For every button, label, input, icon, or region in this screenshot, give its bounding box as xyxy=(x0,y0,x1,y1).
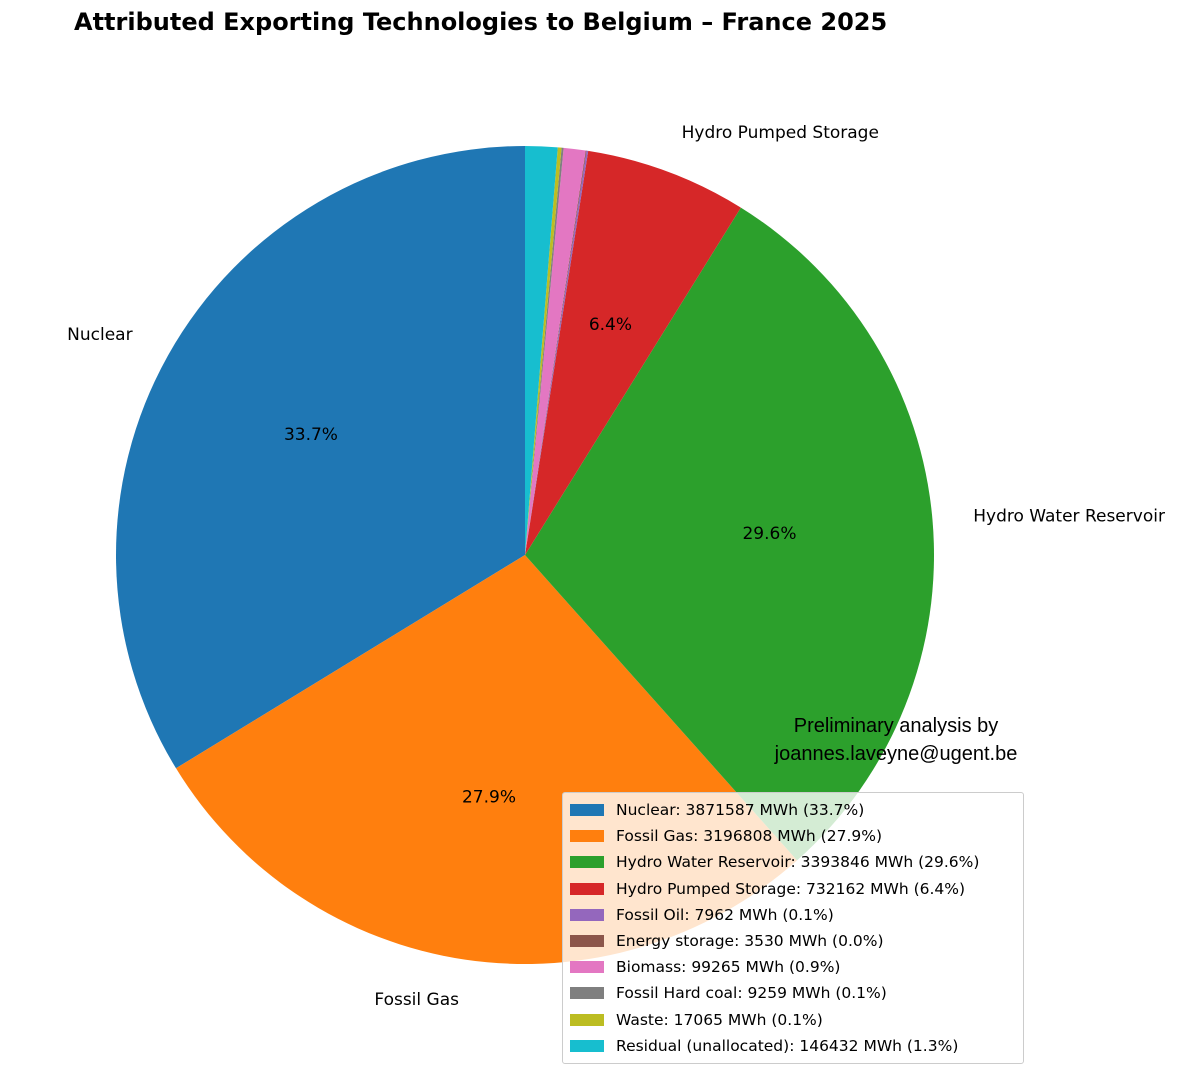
pie-slice-residual-unallocated xyxy=(525,146,558,555)
legend-item: Hydro Water Reservoir: 3393846 MWh (29.6… xyxy=(563,849,1023,875)
chart-title: Attributed Exporting Technologies to Bel… xyxy=(74,8,888,36)
legend-label: Fossil Hard coal: 9259 MWh (0.1%) xyxy=(616,984,887,1003)
legend-swatch xyxy=(570,908,604,921)
legend-label: Nuclear: 3871587 MWh (33.7%) xyxy=(616,801,865,820)
pie-outer-label: Nuclear xyxy=(67,325,132,345)
legend-label: Hydro Water Reservoir: 3393846 MWh (29.6… xyxy=(616,853,980,872)
pie-percent-labels: 33.7% 27.9% 29.6% 6.4% xyxy=(284,315,797,808)
legend-item: Energy storage: 3530 MWh (0.0%) xyxy=(563,928,1023,954)
legend-item: Hydro Pumped Storage: 732162 MWh (6.4%) xyxy=(563,876,1023,902)
pie-outer-labels: Nuclear Fossil Gas Hydro Water Reservoir Hy… xyxy=(67,123,1165,1010)
pie-slice-hydro-water-reservoir xyxy=(525,207,934,861)
legend-swatch xyxy=(570,1039,604,1052)
pie-slice-biomass xyxy=(525,147,586,555)
pie-percent-label: 29.6% xyxy=(742,524,796,544)
legend-item: Biomass: 99265 MWh (0.9%) xyxy=(563,954,1023,980)
analysis-credit-line1: Preliminary analysis by xyxy=(793,715,999,737)
pie-outer-label: Fossil Gas xyxy=(374,990,459,1010)
pie-slice-fossil-oil xyxy=(525,150,589,555)
pie-slice-hydro-pumped-storage xyxy=(525,150,741,555)
pie-percent-label: 33.7% xyxy=(284,425,338,445)
analysis-credit-email: joannes.laveyne@ugent.be xyxy=(774,743,1018,765)
legend-label: Hydro Pumped Storage: 732162 MWh (6.4%) xyxy=(616,879,966,898)
legend-swatch xyxy=(570,961,604,974)
pie-slice-fossil-hard-coal xyxy=(525,147,564,555)
pie-slice-nuclear xyxy=(116,146,526,769)
legend-label: Fossil Oil: 7962 MWh (0.1%) xyxy=(616,905,834,924)
legend-label: Residual (unallocated): 146432 MWh (1.3%… xyxy=(616,1036,959,1055)
legend-swatch xyxy=(570,882,604,895)
legend-swatch xyxy=(570,935,604,948)
legend-label: Energy storage: 3530 MWh (0.0%) xyxy=(616,932,884,951)
pie-percent-label: 27.9% xyxy=(462,788,516,808)
legend-label: Fossil Gas: 3196808 MWh (27.9%) xyxy=(616,827,883,846)
legend-swatch xyxy=(570,856,604,869)
legend-swatch xyxy=(570,804,604,817)
legend-item: Residual (unallocated): 146432 MWh (1.3%… xyxy=(563,1033,1023,1059)
chart-legend: Nuclear: 3871587 MWh (33.7%) Fossil Gas: … xyxy=(562,792,1024,1064)
legend-item: Nuclear: 3871587 MWh (33.7%) xyxy=(563,797,1023,823)
pie-outer-label: Hydro Pumped Storage xyxy=(682,123,879,143)
legend-swatch xyxy=(570,1013,604,1026)
legend-label: Biomass: 99265 MWh (0.9%) xyxy=(616,958,841,977)
pie-slice-energy-storage xyxy=(525,150,587,555)
legend-item: Waste: 17065 MWh (0.1%) xyxy=(563,1007,1023,1033)
legend-item: Fossil Gas: 3196808 MWh (27.9%) xyxy=(563,823,1023,849)
legend-item: Fossil Oil: 7962 MWh (0.1%) xyxy=(563,902,1023,928)
pie-slice-waste xyxy=(525,147,562,556)
legend-label: Waste: 17065 MWh (0.1%) xyxy=(616,1010,823,1029)
analysis-credit: Preliminary analysis by joannes.laveyne@… xyxy=(758,712,1034,768)
pie-percent-label: 6.4% xyxy=(589,315,632,335)
pie-outer-label: Hydro Water Reservoir xyxy=(973,506,1165,526)
legend-swatch xyxy=(570,830,604,843)
legend-swatch xyxy=(570,987,604,1000)
legend-item: Fossil Hard coal: 9259 MWh (0.1%) xyxy=(563,980,1023,1006)
